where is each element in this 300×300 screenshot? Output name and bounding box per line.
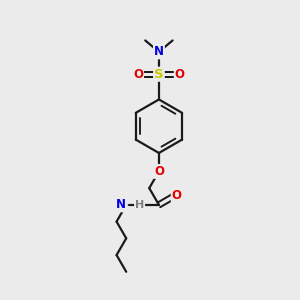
Text: N: N [116,198,126,212]
Text: O: O [133,68,143,81]
Text: N: N [154,45,164,58]
Text: O: O [172,189,182,203]
Text: O: O [175,68,185,81]
Text: S: S [154,68,164,81]
Text: H: H [135,200,144,210]
Text: O: O [154,165,164,178]
